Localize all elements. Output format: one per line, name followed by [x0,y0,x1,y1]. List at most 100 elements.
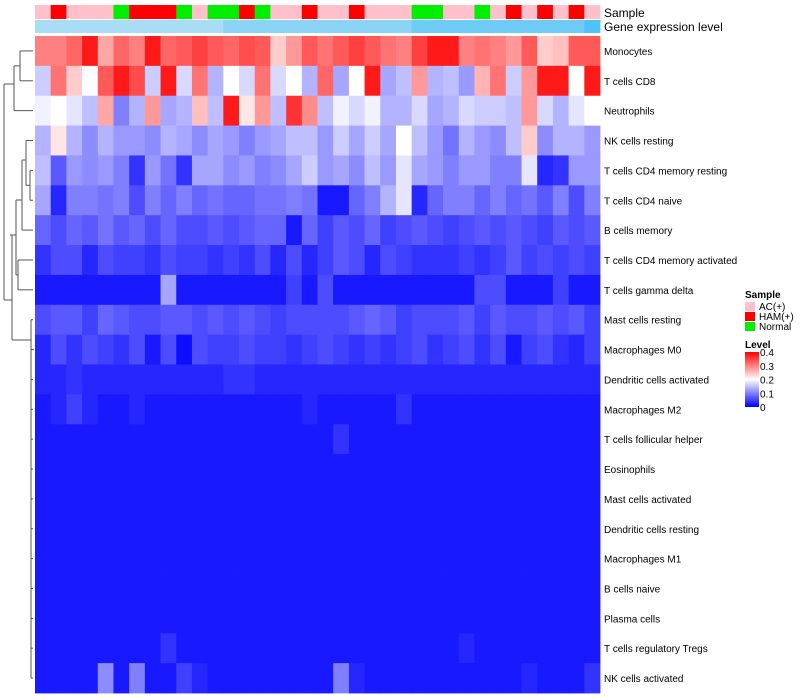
heatmap-cell [490,125,507,156]
heatmap-cell [129,36,146,67]
heatmap-cell [129,543,146,574]
heatmap-cell [35,65,52,97]
heatmap-cell [82,454,99,485]
heatmap-cell [505,304,522,336]
heatmap-cell [395,334,413,365]
heatmap-cell [348,394,365,425]
heatmap-cell [301,185,318,216]
heatmap-cell [239,454,256,485]
heatmap-cell [584,573,601,604]
heatmap-cell [286,633,303,664]
heatmap-cell [35,334,52,365]
heatmap-cell [505,633,522,664]
heatmap-cell [490,633,507,664]
heatmap-cell [552,543,570,574]
heatmap-cell [521,155,538,186]
heatmap-cell [427,36,444,67]
heatmap-cell [317,424,334,455]
heatmap-cell [521,185,538,216]
heatmap-cell [66,454,83,485]
legend-tick-label: 0.2 [760,376,774,387]
heatmap-cell [254,424,271,455]
heatmap-cell [568,155,585,186]
heatmap-cell [427,483,444,515]
heatmap-cell [223,424,240,455]
row-label: Dendritic cells resting [604,525,699,536]
heatmap-cell [301,573,318,604]
sample-cell-ac [317,5,334,19]
heatmap-cell [584,245,601,276]
heatmap-cell [380,603,397,634]
heatmap-cell [160,65,177,97]
heatmap-cell [239,274,256,306]
sample-cell-ac [270,5,287,19]
heatmap-cell [207,394,224,425]
heatmap-cell [144,663,161,694]
heatmap-cell [191,364,209,395]
heatmap-cell [443,155,460,186]
heatmap-cell [239,215,256,246]
heatmap-cell [395,215,413,246]
heatmap-cell [191,424,209,455]
sample-cell-ac [395,5,413,19]
legend-level-title: Level [745,340,771,351]
heatmap-cell [129,633,146,664]
heatmap-cell [521,274,538,306]
heatmap-cell [239,245,256,276]
heatmap-cell [160,36,177,67]
heatmap-cell [568,573,585,604]
heatmap-cell [66,304,83,336]
expression-level-cell [364,20,381,33]
row-label: B cells memory [604,226,672,237]
heatmap-cell [505,334,522,365]
heatmap-cell [301,36,318,67]
heatmap-cell [286,454,303,485]
heatmap-cell [380,424,397,455]
heatmap-cell [50,543,67,574]
heatmap-cell [301,454,318,485]
sample-cell-normal [176,5,193,19]
legend-label-ac: AC(+) [759,302,785,313]
heatmap-cell [66,245,83,276]
heatmap-cell [348,424,365,455]
legend-tick-label: 0.4 [760,348,774,359]
heatmap-cell [474,95,491,126]
expression-level-cell [411,20,428,33]
heatmap-cell [50,274,67,306]
heatmap-cell [537,633,554,664]
heatmap-cell [113,424,130,455]
heatmap-cell [427,394,444,425]
heatmap-cell [458,125,475,156]
heatmap-cell [191,334,209,365]
expression-level-cell [191,20,209,33]
heatmap-cell [97,663,114,694]
heatmap-cell [380,95,397,126]
heatmap-cell [301,633,318,664]
heatmap-cell [427,454,444,485]
heatmap-cell [490,95,507,126]
expression-level-cell [223,20,240,33]
heatmap-cell [82,633,99,664]
heatmap-cell [333,274,350,306]
heatmap-cell [97,65,114,97]
heatmap-cell [490,185,507,216]
heatmap-cell [474,424,491,455]
heatmap-cell [129,424,146,455]
heatmap-cell [286,603,303,634]
heatmap-cell [552,663,570,694]
heatmap-cell [333,543,350,574]
heatmap-cell [223,573,240,604]
heatmap-cell [129,65,146,97]
heatmap-cell [427,274,444,306]
heatmap-cell [348,334,365,365]
heatmap-cell [395,36,413,67]
heatmap-cell [490,364,507,395]
heatmap-cell [380,394,397,425]
heatmap-cell [207,663,224,694]
heatmap-cell [411,543,428,574]
heatmap-cell [317,364,334,395]
heatmap-cell [270,215,287,246]
heatmap-cell [427,155,444,186]
row-label: Plasma cells [604,614,660,625]
heatmap-cell [443,483,460,515]
